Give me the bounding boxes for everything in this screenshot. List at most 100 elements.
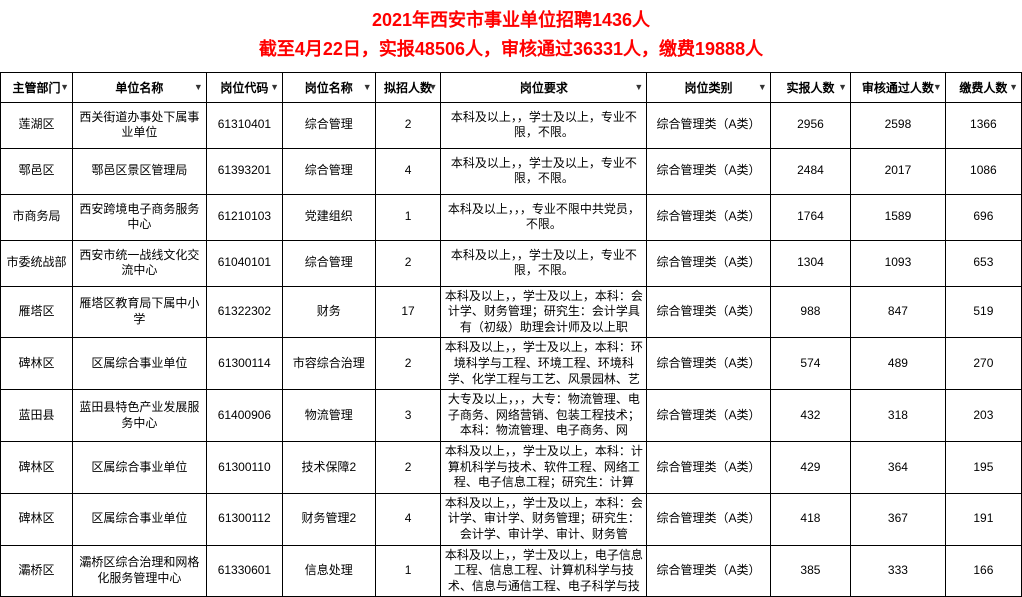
cell-cat: 综合管理类（A类） xyxy=(647,545,771,597)
cell-unit: 西关街道办事处下属事业单位 xyxy=(73,102,207,148)
cell-code: 61210103 xyxy=(206,194,282,240)
sort-down-icon[interactable]: ▼ xyxy=(933,82,942,92)
sort-down-icon[interactable]: ▼ xyxy=(758,82,767,92)
sort-down-icon[interactable]: ▼ xyxy=(429,82,438,92)
column-label: 实报人数 xyxy=(786,81,834,95)
column-header[interactable]: 岗位代码▼ xyxy=(206,72,282,102)
column-label: 单位名称 xyxy=(115,81,163,95)
cell-applied: 418 xyxy=(770,493,850,545)
cell-pos: 综合管理 xyxy=(282,148,375,194)
title-line2: 截至4月22日，实报48506人，审核通过36331人，缴费19888人 xyxy=(0,35,1022,64)
cell-code: 61300110 xyxy=(206,441,282,493)
cell-dept: 碑林区 xyxy=(1,441,73,493)
cell-paid: 1366 xyxy=(945,102,1021,148)
table-row: 碑林区区属综合事业单位61300110技术保障22本科及以上，，学士及以上，本科… xyxy=(1,441,1022,493)
cell-req: 本科及以上，，学士及以上，专业不限，不限。 xyxy=(441,102,647,148)
cell-dept: 鄠邑区 xyxy=(1,148,73,194)
cell-req: 大专及以上，，，大专：物流管理、电子商务、网络营销、包装工程技术；本科：物流管理… xyxy=(441,390,647,442)
table-row: 莲湖区西关街道办事处下属事业单位61310401综合管理2本科及以上，，学士及以… xyxy=(1,102,1022,148)
column-header[interactable]: 岗位要求 ▼ xyxy=(441,72,647,102)
cell-dept: 市商务局 xyxy=(1,194,73,240)
column-label: 主管部门 xyxy=(13,81,61,95)
cell-plan: 4 xyxy=(375,493,441,545)
table-body: 莲湖区西关街道办事处下属事业单位61310401综合管理2本科及以上，，学士及以… xyxy=(1,102,1022,597)
cell-dept: 灞桥区 xyxy=(1,545,73,597)
cell-cat: 综合管理类（A类） xyxy=(647,240,771,286)
column-header[interactable]: 主管部门▼ xyxy=(1,72,73,102)
table-row: 蓝田县蓝田县特色产业发展服务中心61400906物流管理3大专及以上，，，大专：… xyxy=(1,390,1022,442)
cell-dept: 雁塔区 xyxy=(1,286,73,338)
cell-approved: 1093 xyxy=(851,240,946,286)
cell-dept: 莲湖区 xyxy=(1,102,73,148)
column-header[interactable]: 缴费人数▼ xyxy=(945,72,1021,102)
cell-applied: 1304 xyxy=(770,240,850,286)
cell-unit: 蓝田县特色产业发展服务中心 xyxy=(73,390,207,442)
cell-req: 本科及以上，，学士及以上，本科：会计学、财务管理；研究生：会计学具有（初级）助理… xyxy=(441,286,647,338)
cell-dept: 碑林区 xyxy=(1,338,73,390)
cell-approved: 364 xyxy=(851,441,946,493)
cell-pos: 财务管理2 xyxy=(282,493,375,545)
cell-pos: 财务 xyxy=(282,286,375,338)
cell-code: 61400906 xyxy=(206,390,282,442)
cell-pos: 信息处理 xyxy=(282,545,375,597)
cell-applied: 429 xyxy=(770,441,850,493)
column-label: 审核通过人数 xyxy=(862,81,934,95)
cell-cat: 综合管理类（A类） xyxy=(647,338,771,390)
cell-req: 本科及以上，，，专业不限中共党员，不限。 xyxy=(441,194,647,240)
cell-approved: 847 xyxy=(851,286,946,338)
column-header[interactable]: 单位名称 ▼ xyxy=(73,72,207,102)
sort-down-icon[interactable]: ▼ xyxy=(363,82,372,92)
cell-paid: 195 xyxy=(945,441,1021,493)
sort-down-icon[interactable]: ▼ xyxy=(1009,82,1018,92)
table-row: 碑林区区属综合事业单位61300112财务管理24本科及以上，，学士及以上，本科… xyxy=(1,493,1022,545)
cell-req: 本科及以上，，学士及以上，本科：计算机科学与技术、软件工程、网络工程、电子信息工… xyxy=(441,441,647,493)
cell-cat: 综合管理类（A类） xyxy=(647,286,771,338)
cell-plan: 2 xyxy=(375,338,441,390)
sort-down-icon[interactable]: ▼ xyxy=(634,82,643,92)
sort-down-icon[interactable]: ▼ xyxy=(194,82,203,92)
cell-approved: 318 xyxy=(851,390,946,442)
column-header[interactable]: 岗位类别▼ xyxy=(647,72,771,102)
cell-plan: 1 xyxy=(375,194,441,240)
cell-unit: 西安市统一战线文化交流中心 xyxy=(73,240,207,286)
cell-pos: 市容综合治理 xyxy=(282,338,375,390)
column-label: 岗位代码 xyxy=(220,81,268,95)
cell-plan: 17 xyxy=(375,286,441,338)
cell-approved: 2598 xyxy=(851,102,946,148)
cell-code: 61322302 xyxy=(206,286,282,338)
column-header[interactable]: 拟招人数▼ xyxy=(375,72,441,102)
cell-paid: 166 xyxy=(945,545,1021,597)
column-label: 缴费人数 xyxy=(959,81,1007,95)
column-header[interactable]: 实报人数 ▼ xyxy=(770,72,850,102)
table-row: 市商务局西安跨境电子商务服务中心61210103党建组织1本科及以上，，，专业不… xyxy=(1,194,1022,240)
table-row: 市委统战部西安市统一战线文化交流中心61040101综合管理2本科及以上，，学士… xyxy=(1,240,1022,286)
column-label: 岗位名称 xyxy=(305,81,353,95)
cell-req: 本科及以上，，学士及以上，专业不限，不限。 xyxy=(441,148,647,194)
cell-unit: 雁塔区教育局下属中小学 xyxy=(73,286,207,338)
sort-down-icon[interactable]: ▼ xyxy=(60,82,69,92)
cell-paid: 1086 xyxy=(945,148,1021,194)
cell-cat: 综合管理类（A类） xyxy=(647,390,771,442)
cell-plan: 4 xyxy=(375,148,441,194)
cell-code: 61310401 xyxy=(206,102,282,148)
cell-paid: 653 xyxy=(945,240,1021,286)
cell-unit: 区属综合事业单位 xyxy=(73,493,207,545)
cell-code: 61300114 xyxy=(206,338,282,390)
column-header[interactable]: 岗位名称 ▼ xyxy=(282,72,375,102)
cell-paid: 203 xyxy=(945,390,1021,442)
cell-unit: 区属综合事业单位 xyxy=(73,338,207,390)
column-header[interactable]: 审核通过人数▼ xyxy=(851,72,946,102)
cell-cat: 综合管理类（A类） xyxy=(647,441,771,493)
cell-approved: 333 xyxy=(851,545,946,597)
cell-applied: 432 xyxy=(770,390,850,442)
cell-pos: 综合管理 xyxy=(282,240,375,286)
column-label: 拟招人数 xyxy=(384,81,432,95)
cell-paid: 270 xyxy=(945,338,1021,390)
sort-down-icon[interactable]: ▼ xyxy=(838,82,847,92)
cell-applied: 1764 xyxy=(770,194,850,240)
recruitment-table: 主管部门▼单位名称▼岗位代码▼岗位名称▼拟招人数▼岗位要求▼岗位类别▼实报人数▼… xyxy=(0,72,1022,597)
cell-paid: 191 xyxy=(945,493,1021,545)
cell-approved: 2017 xyxy=(851,148,946,194)
sort-down-icon[interactable]: ▼ xyxy=(270,82,279,92)
column-label: 岗位要求 xyxy=(520,81,568,95)
